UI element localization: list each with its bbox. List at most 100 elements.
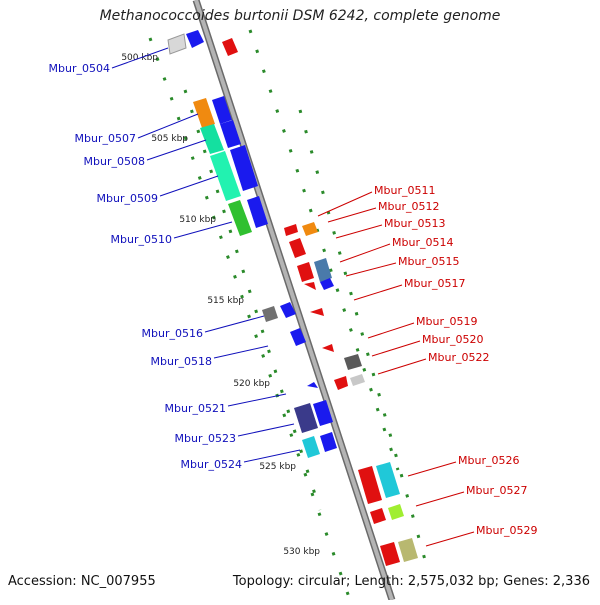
gene-label-mbur-0518: Mbur_0518 (151, 355, 212, 368)
label-connector (173, 221, 233, 239)
gene-block (314, 258, 332, 282)
gene-block (200, 124, 224, 154)
ruler-label: 510 kbp (179, 215, 216, 225)
tick-track-3 (248, 29, 400, 471)
gene-block (210, 151, 241, 201)
label-connector (367, 322, 415, 339)
gene-label-mbur-0510: Mbur_0510 (111, 233, 172, 246)
label-connector (111, 47, 169, 69)
label-connector (227, 393, 287, 407)
gene-block (284, 224, 298, 236)
ruler-label: 525 kbp (259, 462, 296, 472)
tick-track-4 (298, 109, 427, 561)
label-connector (425, 531, 475, 547)
gene-block (310, 308, 324, 316)
label-connector (353, 284, 403, 301)
gene-label-mbur-0517: Mbur_0517 (404, 277, 465, 290)
gene-label-mbur-0527: Mbur_0527 (466, 484, 527, 497)
gene-block (247, 196, 268, 228)
gene-block (302, 436, 320, 458)
gene-label-mbur-0507: Mbur_0507 (75, 132, 136, 145)
gene-block (289, 238, 306, 258)
gene-label-mbur-0512: Mbur_0512 (378, 200, 439, 213)
label-connector (335, 224, 383, 239)
label-connector (237, 423, 295, 437)
gene-block (322, 344, 334, 352)
gene-label-mbur-0524: Mbur_0524 (181, 458, 242, 471)
tick-track-1 (148, 37, 352, 601)
ruler-label: 505 kbp (151, 134, 188, 144)
gene-label-mbur-0529: Mbur_0529 (476, 524, 537, 537)
gene-block (222, 38, 238, 56)
forward-gene-labels: Mbur_0504 Mbur_0507 Mbur_0508 Mbur_0509 … (49, 47, 301, 471)
tick-track-2 (183, 89, 322, 511)
tick-tracks (148, 29, 427, 601)
gene-block (228, 200, 252, 236)
ruler-label: 520 kbp (233, 379, 270, 389)
gene-block (220, 120, 241, 148)
gene-label-mbur-0519: Mbur_0519 (416, 315, 477, 328)
gene-label-mbur-0521: Mbur_0521 (165, 402, 226, 415)
gene-block (262, 306, 278, 322)
gene-label-mbur-0509: Mbur_0509 (97, 192, 158, 205)
reverse-genes (222, 38, 418, 566)
label-connector (345, 262, 397, 277)
gene-block (370, 508, 386, 524)
label-connector (371, 340, 421, 357)
gene-block (294, 403, 318, 433)
label-connector (377, 358, 427, 375)
label-connector (327, 207, 377, 223)
gene-block (350, 374, 365, 386)
gene-label-mbur-0514: Mbur_0514 (392, 236, 453, 249)
gene-label-mbur-0526: Mbur_0526 (458, 454, 519, 467)
gene-block (344, 354, 362, 370)
gene-block (320, 432, 337, 452)
gene-label-mbur-0522: Mbur_0522 (428, 351, 489, 364)
label-connector (407, 461, 457, 477)
gene-label-mbur-0504: Mbur_0504 (49, 62, 110, 75)
gene-block (290, 328, 306, 346)
gene-block (320, 278, 334, 290)
gene-block (313, 400, 333, 426)
gene-block (186, 30, 204, 48)
label-connector (146, 139, 207, 161)
label-connector (339, 243, 391, 263)
label-connector (243, 449, 301, 463)
gene-block (212, 96, 232, 124)
forward-genes (167, 30, 337, 458)
gene-block (230, 145, 258, 191)
gene-block (380, 542, 400, 566)
gene-block (302, 222, 318, 236)
gene-block (304, 282, 316, 290)
gene-label-mbur-0523: Mbur_0523 (175, 432, 236, 445)
accession-text: Accession: NC_007955 (8, 574, 156, 589)
genome-backbone (192, 0, 396, 602)
reverse-gene-labels: Mbur_0511 Mbur_0512 Mbur_0513 Mbur_0514 … (317, 184, 537, 547)
gene-label-mbur-0515: Mbur_0515 (398, 255, 459, 268)
gene-block (307, 382, 318, 388)
gene-block (388, 504, 404, 520)
label-connector (317, 191, 373, 217)
map-title: Methanococcoides burtonii DSM 6242, comp… (99, 8, 501, 24)
genome-summary-text: Topology: circular; Length: 2,575,032 bp… (232, 574, 590, 589)
gene-label-mbur-0520: Mbur_0520 (422, 333, 483, 346)
gene-label-mbur-0511: Mbur_0511 (374, 184, 435, 197)
label-connector (213, 345, 269, 359)
gene-block (297, 262, 314, 282)
gene-label-mbur-0508: Mbur_0508 (84, 155, 145, 168)
gene-block (358, 466, 382, 504)
label-connector (137, 113, 199, 139)
gene-block (193, 98, 215, 128)
gene-block (376, 462, 400, 498)
label-connector (204, 315, 265, 333)
gene-block (167, 33, 187, 55)
gene-block (334, 376, 348, 390)
gene-label-mbur-0513: Mbur_0513 (384, 217, 445, 230)
label-connector (159, 175, 219, 197)
gene-label-mbur-0516: Mbur_0516 (142, 327, 203, 340)
ruler-label: 530 kbp (283, 547, 320, 557)
gene-block (280, 302, 296, 318)
gene-block (398, 538, 418, 562)
